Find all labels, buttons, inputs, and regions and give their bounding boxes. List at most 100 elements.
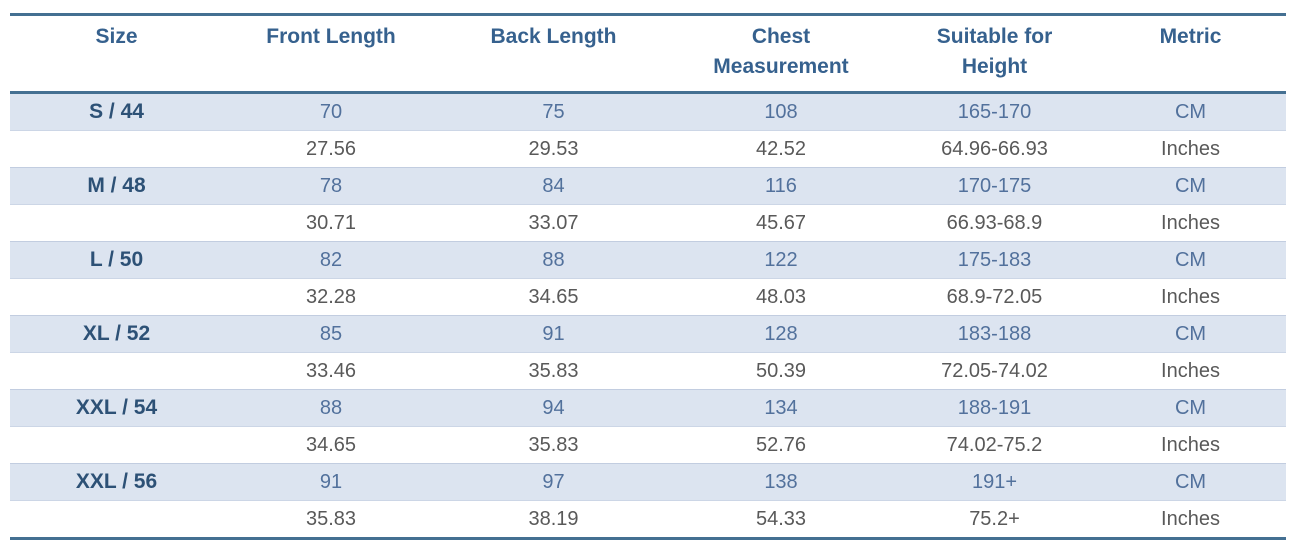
table-row-s44-cm: S / 44 70 75 108 165-170 CM: [10, 92, 1286, 131]
cell-chest: 128: [668, 315, 894, 353]
cell-chest: 116: [668, 167, 894, 205]
cell-metric: Inches: [1161, 137, 1220, 160]
table-row-xl52-cm: XL / 52 85 91 128 183-188 CM: [10, 315, 1286, 353]
cell-front-length: 33.46: [305, 359, 357, 382]
table-row-xxl56-cm: XXL / 56 91 97 138 191+ CM: [10, 463, 1286, 501]
cell-chest: 45.67: [755, 211, 807, 234]
header-back-length-label: Back Length: [490, 25, 617, 48]
cell-metric: Inches: [1161, 507, 1220, 530]
cell-back-length: 94: [439, 389, 668, 427]
cell-height: 74.02-75.2: [946, 433, 1043, 456]
header-chest-line2: Measurement: [713, 55, 849, 78]
cell-size: L / 50: [10, 241, 223, 279]
cell-metric: Inches: [1161, 433, 1220, 456]
header-chest-line1: Chest: [751, 25, 811, 48]
cell-back-length: 88: [439, 241, 668, 279]
cell-chest: 122: [668, 241, 894, 279]
cell-chest: 108: [668, 92, 894, 131]
header-front-length: Front Length: [223, 14, 439, 94]
cell-back-length: 97: [439, 463, 668, 501]
table-row-l50-inches: 32.28 34.65 48.03 68.9-72.05 Inches: [10, 279, 1286, 316]
cell-metric: Inches: [1161, 359, 1220, 382]
cell-size: M / 48: [10, 167, 223, 205]
header-height-line1: Suitable for: [936, 25, 1053, 48]
cell-metric: CM: [1095, 167, 1286, 205]
cell-height: 183-188: [894, 315, 1095, 353]
cell-size: [10, 279, 223, 316]
cell-size: XXL / 54: [10, 389, 223, 427]
cell-front-length: 82: [223, 241, 439, 279]
cell-chest: 138: [668, 463, 894, 501]
cell-front-length: 85: [223, 315, 439, 353]
cell-front-length: 32.28: [305, 285, 357, 308]
cell-front-length: 34.65: [305, 433, 357, 456]
table-row-l50-cm: L / 50 82 88 122 175-183 CM: [10, 241, 1286, 279]
cell-back-length: 34.65: [528, 285, 579, 308]
table-header: Size Front Length Back Length Chest Meas…: [10, 14, 1286, 94]
cell-chest: 50.39: [755, 359, 807, 382]
cell-front-length: 35.83: [305, 507, 357, 530]
cell-height: 68.9-72.05: [946, 285, 1043, 308]
cell-size: [10, 205, 223, 242]
cell-front-length: 78: [223, 167, 439, 205]
cell-height: 175-183: [894, 241, 1095, 279]
cell-height: 165-170: [894, 92, 1095, 131]
table-row-m48-inches: 30.71 33.07 45.67 66.93-68.9 Inches: [10, 205, 1286, 242]
cell-back-length: 33.07: [528, 211, 579, 234]
cell-height: 188-191: [894, 389, 1095, 427]
cell-size: XL / 52: [10, 315, 223, 353]
cell-size: [10, 427, 223, 464]
cell-chest: 134: [668, 389, 894, 427]
table-row-m48-cm: M / 48 78 84 116 170-175 CM: [10, 167, 1286, 205]
cell-back-length: 35.83: [528, 433, 579, 456]
header-metric-label: Metric: [1159, 25, 1222, 48]
cell-metric: CM: [1095, 315, 1286, 353]
cell-back-length: 29.53: [528, 137, 579, 160]
cell-back-length: 35.83: [528, 359, 579, 382]
cell-front-length: 27.56: [305, 137, 357, 160]
cell-front-length: 88: [223, 389, 439, 427]
cell-front-length: 30.71: [305, 211, 357, 234]
cell-height: 64.96-66.93: [941, 137, 1048, 160]
cell-back-length: 84: [439, 167, 668, 205]
cell-height: 72.05-74.02: [941, 359, 1048, 382]
cell-size: [10, 131, 223, 168]
cell-front-length: 70: [223, 92, 439, 131]
cell-metric: CM: [1095, 241, 1286, 279]
cell-height: 66.93-68.9: [946, 211, 1043, 234]
table-row-s44-inches: 27.56 29.53 42.52 64.96-66.93 Inches: [10, 131, 1286, 168]
cell-back-length: 38.19: [528, 507, 579, 530]
cell-height: 170-175: [894, 167, 1095, 205]
table-row-xxl56-inches: 35.83 38.19 54.33 75.2+ Inches: [10, 501, 1286, 539]
header-size-label: Size: [95, 25, 138, 48]
header-front-length-label: Front Length: [266, 25, 396, 48]
cell-height: 191+: [894, 463, 1095, 501]
cell-chest: 48.03: [755, 285, 807, 308]
cell-chest: 42.52: [755, 137, 807, 160]
header-size: Size: [10, 14, 223, 94]
cell-metric: CM: [1095, 389, 1286, 427]
table-row-xxl54-cm: XXL / 54 88 94 134 188-191 CM: [10, 389, 1286, 427]
header-height-line2: Height: [961, 55, 1028, 78]
table-row-xl52-inches: 33.46 35.83 50.39 72.05-74.02 Inches: [10, 353, 1286, 390]
cell-metric: Inches: [1161, 285, 1220, 308]
cell-front-length: 91: [223, 463, 439, 501]
table-row-xxl54-inches: 34.65 35.83 52.76 74.02-75.2 Inches: [10, 427, 1286, 464]
cell-size: XXL / 56: [10, 463, 223, 501]
cell-size: [10, 353, 223, 390]
cell-back-length: 91: [439, 315, 668, 353]
size-chart-table: Size Front Length Back Length Chest Meas…: [10, 13, 1286, 540]
cell-height: 75.2+: [969, 507, 1020, 530]
cell-metric: CM: [1095, 92, 1286, 131]
cell-chest: 52.76: [755, 433, 807, 456]
cell-size: S / 44: [10, 92, 223, 131]
cell-chest: 54.33: [755, 507, 807, 530]
cell-back-length: 75: [439, 92, 668, 131]
header-suitable-height: Suitable for Height: [894, 14, 1095, 94]
header-back-length: Back Length: [439, 14, 668, 94]
header-metric: Metric: [1095, 14, 1286, 94]
header-chest-measurement: Chest Measurement: [668, 14, 894, 94]
header-row: Size Front Length Back Length Chest Meas…: [10, 14, 1286, 94]
cell-metric: Inches: [1161, 211, 1220, 234]
table-body: S / 44 70 75 108 165-170 CM 27.56 29.53 …: [10, 92, 1286, 539]
